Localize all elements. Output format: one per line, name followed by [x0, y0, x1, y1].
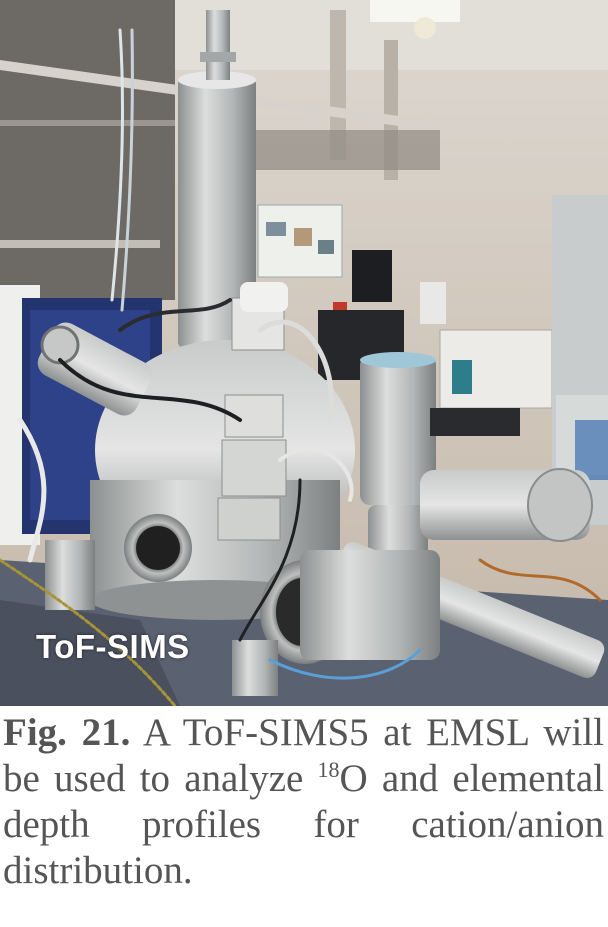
load-lock-body: [300, 550, 440, 660]
column-top-fitting: [206, 10, 230, 80]
pump: [45, 540, 95, 610]
right-shelf: [240, 130, 440, 170]
blue-panel: [575, 420, 608, 480]
tof-sims-instrument-photo: [0, 0, 608, 706]
figure-photo-panel: ToF-SIMS: [0, 0, 608, 706]
left-rack: [0, 0, 175, 300]
rack-shelf: [0, 120, 175, 126]
ceiling-lamp: [414, 17, 436, 39]
module-box: [217, 497, 281, 541]
ceiling-light: [370, 0, 460, 22]
cables: [0, 28, 602, 706]
caption-superscript: 18: [317, 757, 340, 782]
caption-text-part1: A ToF-SIMS5 at EMSL will be used to anal…: [3, 711, 604, 800]
viewport-left: [124, 514, 192, 582]
caption-text-part2: O and elemental depth profiles for catio…: [3, 757, 604, 892]
small-device: [420, 282, 446, 324]
main-column: [178, 78, 256, 348]
rack-shelf: [0, 240, 160, 248]
module-box: [221, 439, 287, 497]
figure-caption: Fig. 21. A ToF-SIMS5 at EMSL will be use…: [0, 706, 608, 927]
white-cover: [240, 282, 288, 312]
monitor: [352, 250, 392, 302]
photo-label: ToF-SIMS: [36, 628, 190, 665]
caption-label: Fig. 21.: [3, 711, 131, 754]
pump: [232, 640, 278, 696]
ion-gun-right: [360, 352, 436, 575]
ceiling-pipe: [330, 10, 346, 160]
